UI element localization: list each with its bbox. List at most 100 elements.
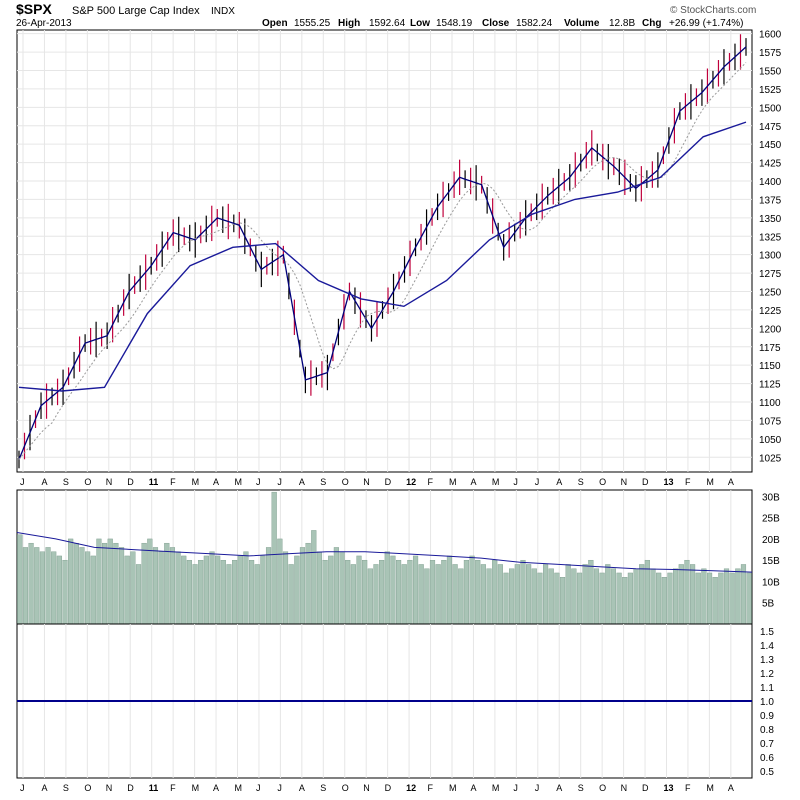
ratio-tick-label: 0.7 bbox=[760, 739, 774, 750]
volume-bar bbox=[73, 542, 79, 625]
volume-bar bbox=[390, 555, 396, 625]
price-tick-label: 1500 bbox=[759, 103, 782, 114]
volume-bar bbox=[729, 572, 735, 625]
x-tick-label: A bbox=[556, 477, 562, 487]
volume-bar bbox=[367, 568, 373, 625]
volume-bar bbox=[152, 547, 159, 625]
price-tick-label: 1600 bbox=[759, 30, 782, 41]
ratio-tick-label: 1.2 bbox=[760, 669, 774, 680]
x-tick-label: O bbox=[342, 477, 349, 487]
volume-bar bbox=[28, 542, 34, 625]
volume-bar bbox=[209, 551, 215, 625]
volume-bar bbox=[305, 542, 311, 625]
close-line bbox=[18, 46, 747, 460]
x-tick-label-bottom: M bbox=[449, 783, 457, 793]
exchange-label: INDX bbox=[211, 6, 235, 17]
price-tick-label: 1025 bbox=[759, 453, 782, 464]
volume-bar bbox=[333, 547, 339, 625]
x-tick-label: A bbox=[728, 477, 734, 487]
price-tick-label: 1125 bbox=[759, 380, 781, 391]
volume-bar bbox=[350, 564, 356, 625]
volume-bar bbox=[723, 568, 730, 625]
price-frame bbox=[16, 29, 753, 473]
volume-bar bbox=[639, 564, 645, 625]
price-tick-label: 1375 bbox=[759, 195, 782, 206]
volume-bar bbox=[68, 538, 74, 625]
volume-bar bbox=[260, 555, 266, 625]
x-tick-label: O bbox=[599, 477, 606, 487]
volume-panel: 5B 10B 15B 20B 25B 30B bbox=[16, 489, 780, 625]
volume-bar bbox=[526, 564, 532, 625]
volume-bar bbox=[124, 555, 130, 625]
x-tick-label-bottom: M bbox=[192, 783, 200, 793]
x-tick-label: S bbox=[63, 477, 69, 487]
volume-bar bbox=[17, 534, 23, 625]
volume-bar bbox=[51, 551, 57, 625]
x-tick-label: O bbox=[84, 477, 91, 487]
x-tick-label-bottom: F bbox=[170, 783, 176, 793]
volume-bar bbox=[424, 568, 430, 625]
ratio-panel: 0.5 0.6 0.7 0.8 0.9 1.0 1.1 1.2 1.3 1.4 1.5 bbox=[16, 623, 774, 779]
volume-bar bbox=[599, 572, 605, 625]
volume-bar bbox=[407, 559, 413, 625]
x-tick-label-bottom: 12 bbox=[406, 783, 416, 793]
volume-tick-label: 30B bbox=[762, 492, 780, 503]
volume-bar bbox=[441, 559, 447, 625]
x-tick-label-bottom: A bbox=[470, 783, 476, 793]
volume-bar bbox=[158, 551, 164, 625]
volume-bar bbox=[412, 555, 419, 625]
volume-bar bbox=[135, 564, 142, 625]
x-tick-label: J bbox=[256, 477, 261, 487]
volume-bar bbox=[718, 572, 724, 625]
volume-bar bbox=[633, 568, 639, 625]
volume-bar bbox=[429, 559, 436, 625]
volume-bar bbox=[418, 564, 424, 625]
volume-bar bbox=[656, 572, 662, 625]
volume-bar bbox=[203, 555, 209, 625]
x-tick-label: A bbox=[299, 477, 305, 487]
volume-bar bbox=[514, 564, 520, 625]
volume-bar bbox=[509, 568, 515, 625]
volume-bar bbox=[62, 559, 68, 625]
x-tick-label: M bbox=[492, 477, 500, 487]
x-tick-label-bottom: S bbox=[63, 783, 69, 793]
volume-bar bbox=[282, 551, 289, 625]
x-tick-label-bottom: N bbox=[621, 783, 628, 793]
x-tick-label-bottom: J bbox=[535, 783, 540, 793]
x-tick-label: F bbox=[428, 477, 434, 487]
volume-bar bbox=[45, 547, 51, 625]
volume-bar bbox=[622, 577, 628, 625]
ratio-tick-label: 0.5 bbox=[760, 767, 774, 778]
x-tick-label: M bbox=[234, 477, 242, 487]
volume-bar bbox=[186, 559, 192, 625]
x-tick-label: D bbox=[127, 477, 134, 487]
volume-bar bbox=[96, 538, 102, 625]
volume-bar bbox=[435, 564, 441, 625]
volume-bar bbox=[237, 555, 243, 625]
price-tick-label: 1400 bbox=[759, 177, 782, 188]
x-tick-label-bottom: 11 bbox=[149, 783, 159, 793]
price-tick-label: 1225 bbox=[759, 306, 782, 317]
volume-bar bbox=[254, 564, 260, 625]
x-tick-label-bottom: O bbox=[342, 783, 349, 793]
volume-bar bbox=[740, 564, 747, 625]
price-tick-label: 1425 bbox=[759, 159, 782, 170]
price-tick-label: 1550 bbox=[759, 67, 782, 78]
x-tick-label-bottom: F bbox=[685, 783, 691, 793]
x-tick-label-bottom: J bbox=[256, 783, 261, 793]
ratio-tick-label: 1.5 bbox=[760, 627, 774, 638]
price-tick-label: 1300 bbox=[759, 251, 782, 262]
volume-bar bbox=[492, 559, 498, 625]
volume-bar bbox=[220, 559, 226, 625]
price-tick-label: 1475 bbox=[759, 122, 782, 133]
volume-bar bbox=[588, 559, 594, 625]
x-tick-label-bottom: D bbox=[642, 783, 649, 793]
close-value: 1582.24 bbox=[516, 18, 553, 29]
price-tick-label: 1175 bbox=[759, 343, 781, 354]
volume-bar bbox=[673, 568, 679, 625]
x-tick-label-bottom: S bbox=[320, 783, 326, 793]
volume-bar bbox=[362, 559, 368, 625]
low-label: Low bbox=[410, 18, 430, 29]
volume-bar bbox=[396, 559, 402, 625]
date-label: 26-Apr-2013 bbox=[16, 18, 72, 29]
